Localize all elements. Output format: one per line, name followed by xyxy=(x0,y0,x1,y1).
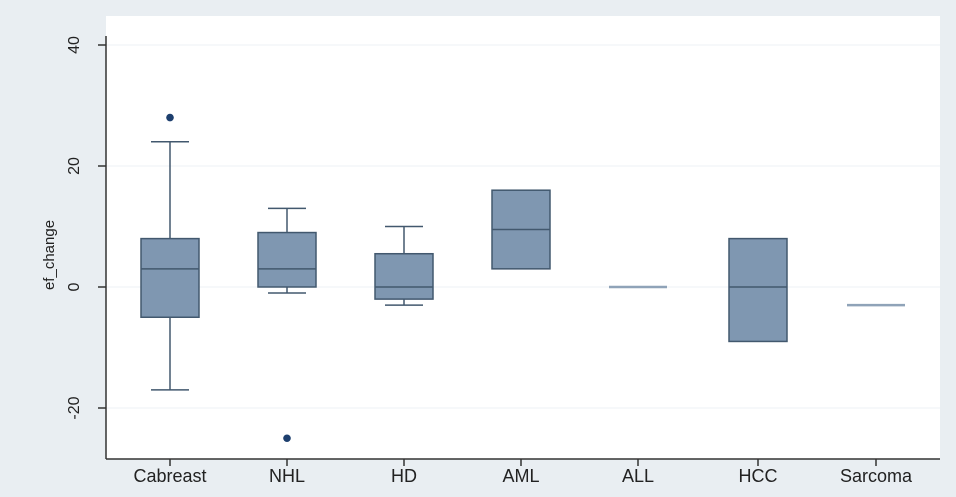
box-hcc xyxy=(728,237,788,343)
box-aml xyxy=(491,189,551,270)
y-axis: -20 0 20 40 xyxy=(66,36,107,459)
box-iqr xyxy=(257,231,317,288)
y-tick-label: 40 xyxy=(66,36,83,54)
y-tick-label: 20 xyxy=(66,157,83,175)
y-tick-label: 0 xyxy=(66,282,83,291)
x-tick-label: Sarcoma xyxy=(840,466,913,486)
y-axis-title: ef_change xyxy=(41,220,58,290)
y-tick-label: -20 xyxy=(66,396,83,419)
box-iqr xyxy=(140,237,200,319)
box-iqr xyxy=(374,252,434,300)
x-tick-label: AML xyxy=(502,466,539,486)
box-hd xyxy=(374,225,434,306)
box-iqr xyxy=(728,237,788,343)
gridlines xyxy=(106,44,940,409)
box-nhl xyxy=(257,207,317,443)
boxes xyxy=(140,113,905,443)
box-cabreast xyxy=(140,113,200,391)
x-tick-label: NHL xyxy=(269,466,305,486)
x-tick-label: ALL xyxy=(622,466,654,486)
outlier-point xyxy=(283,434,291,443)
x-tick-label: Cabreast xyxy=(133,466,206,486)
x-axis: Cabreast NHL HD AML ALL HCC Sarcoma xyxy=(106,458,940,486)
x-tick-label: HD xyxy=(391,466,417,486)
outlier-point xyxy=(166,113,174,122)
x-tick-label: HCC xyxy=(739,466,778,486)
